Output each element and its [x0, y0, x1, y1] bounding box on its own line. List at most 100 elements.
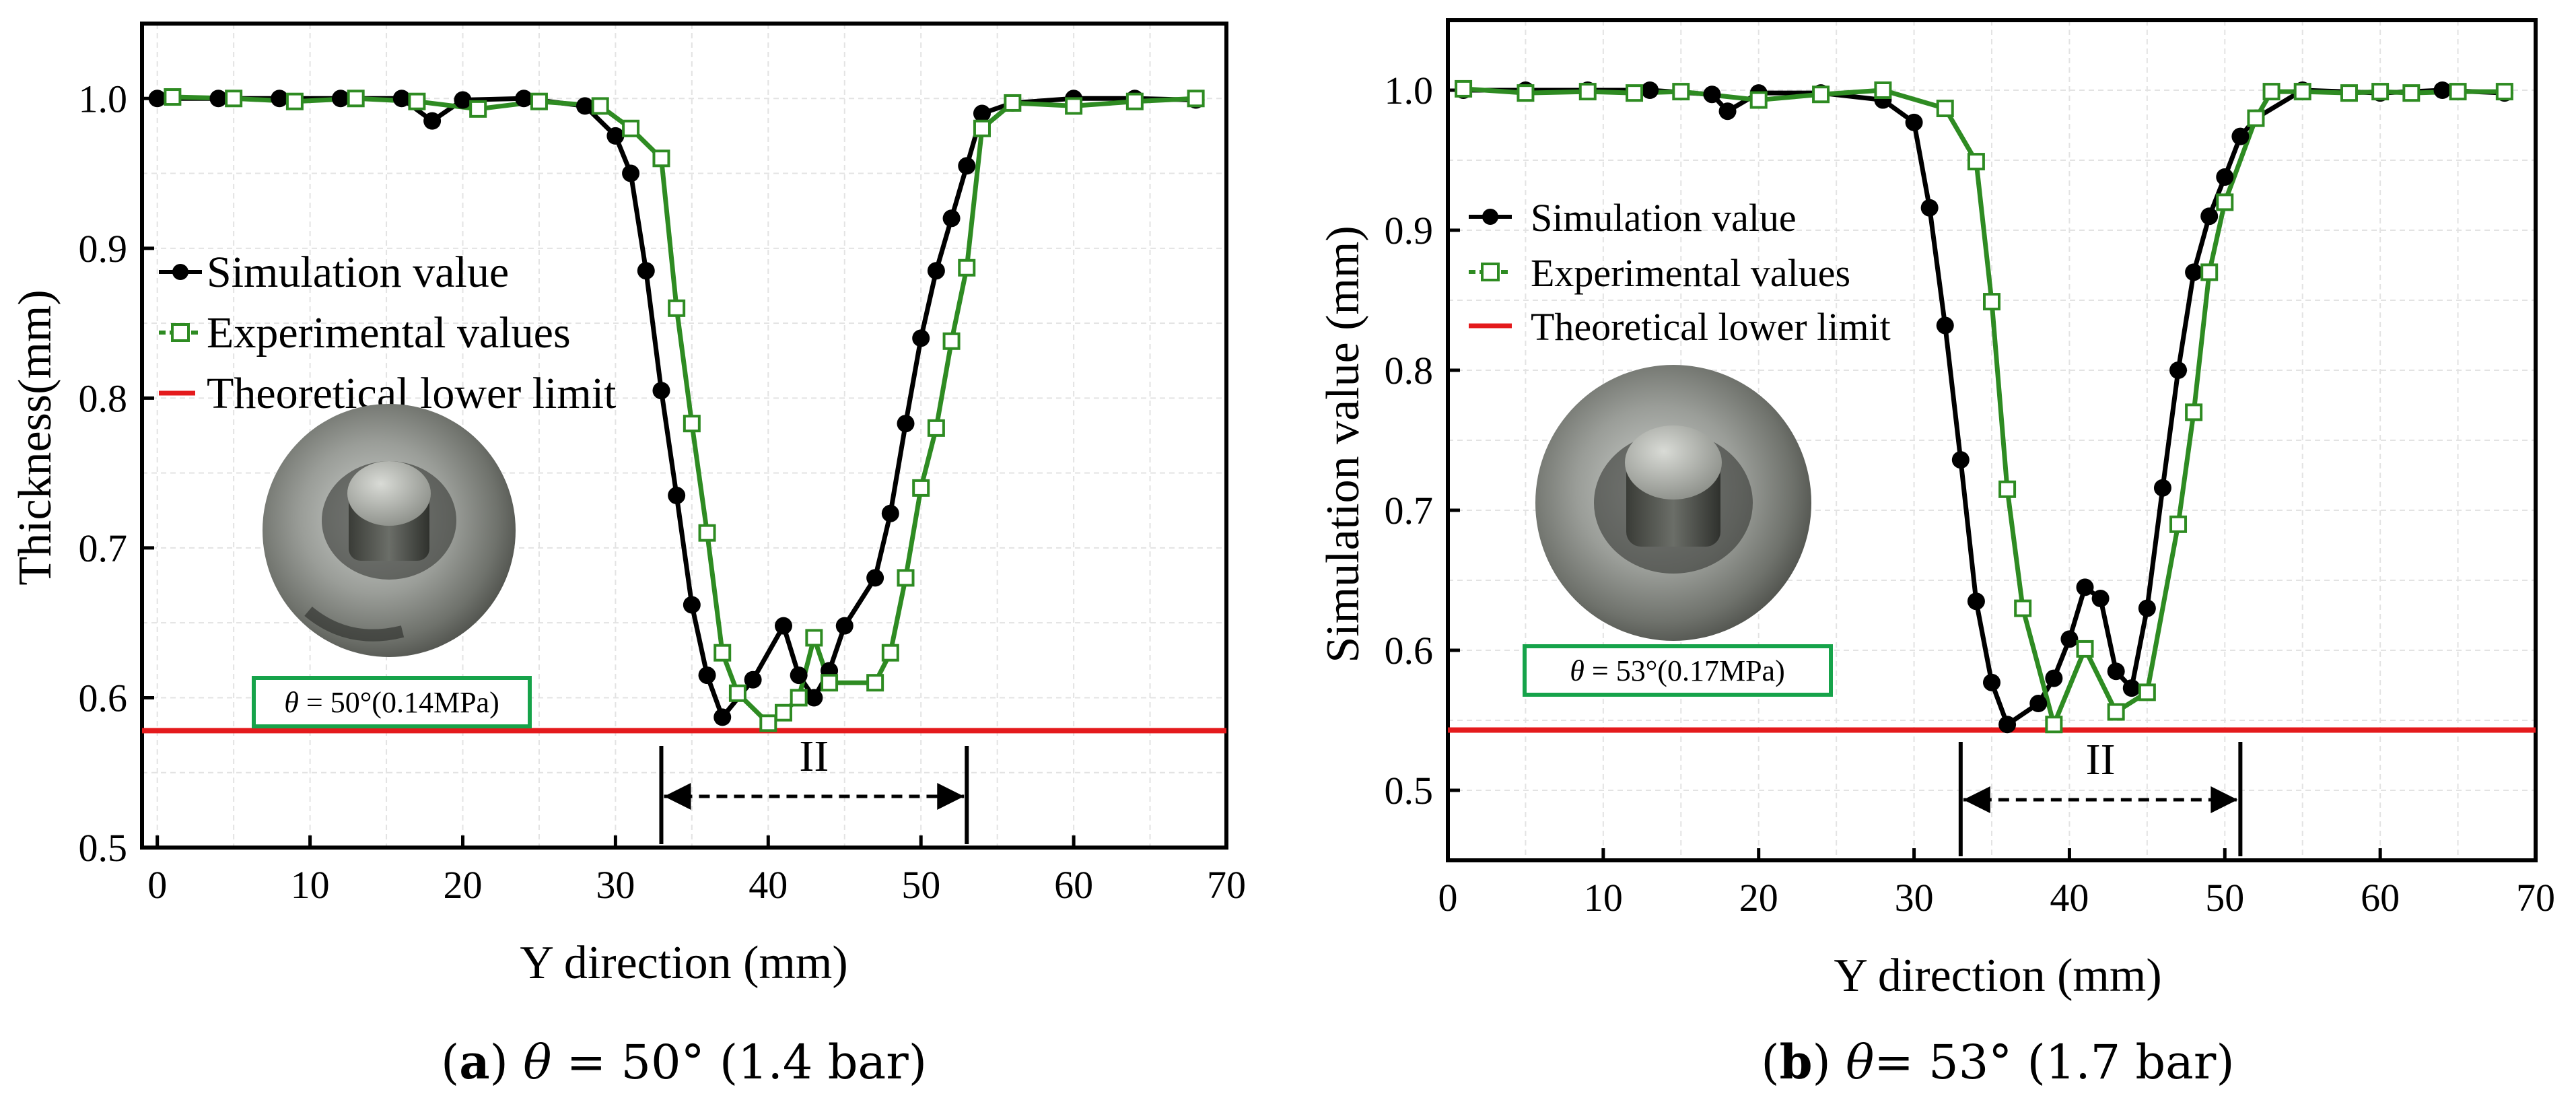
- experimental-point: [805, 629, 823, 647]
- x-tick-label: 50: [901, 863, 940, 907]
- simulation-point: [805, 689, 823, 707]
- experimental-point: [668, 299, 686, 317]
- legend-a-sim-marker: [172, 264, 188, 280]
- simulation-point: [2122, 679, 2140, 697]
- experimental-point: [1626, 84, 1644, 102]
- simulation-point: [698, 666, 716, 685]
- experimental-point: [728, 684, 746, 702]
- inset-label-a: θ = 50°(0.14MPa): [284, 686, 499, 719]
- simulation-point: [2138, 599, 2156, 617]
- experimental-point: [2185, 403, 2203, 421]
- simulation-point: [2169, 361, 2188, 379]
- experimental-point: [1812, 85, 1830, 104]
- y-tick-label: 0.5: [1385, 769, 1434, 813]
- simulation-point: [2185, 263, 2203, 281]
- experimental-point: [1455, 79, 1473, 98]
- inset-label-a-rest: = 50°(0.14MPa): [299, 686, 499, 719]
- caption-b-rest: = 53° (1.7 bar): [1874, 1035, 2234, 1090]
- simulation-point: [576, 97, 594, 115]
- x-tick-label: 60: [1054, 863, 1093, 907]
- experimental-point: [2138, 683, 2156, 701]
- x-tick-label: 10: [291, 863, 330, 907]
- experimental-point: [897, 569, 915, 587]
- y-tick-label: 0.8: [1385, 349, 1434, 392]
- simulation-point: [713, 708, 732, 726]
- experimental-point: [2169, 515, 2188, 533]
- axis-ticks-a: 0 10 20 30 40 50 60 70 0.5 0.6 0.7 0.8 0.9 1.0: [79, 77, 1247, 907]
- inset-label-a-theta: θ: [284, 686, 299, 719]
- simulation-point: [1703, 85, 1721, 104]
- legend-b-sim-label: Simulation value: [1531, 196, 1797, 240]
- simulation-point: [2045, 669, 2063, 687]
- experimental-point: [881, 644, 899, 662]
- experimental-point: [713, 644, 732, 662]
- x-axis-title-b: Y direction (mm): [1834, 950, 2161, 1002]
- inset-label-box-b: [1523, 644, 1833, 697]
- x-axis-title-a: Y direction (mm): [520, 937, 847, 989]
- x-tick-label: 70: [1207, 863, 1246, 907]
- experimental-point: [683, 415, 701, 433]
- y-tick-label: 0.6: [79, 676, 128, 720]
- zone-annotation-a: II: [659, 732, 969, 844]
- simulation-point: [683, 596, 701, 614]
- legend-a-exp-marker: [171, 323, 190, 342]
- experimental-point: [469, 100, 487, 118]
- simulation-point: [1951, 451, 1970, 469]
- legend-b-exp-marker: [1481, 263, 1500, 281]
- grid-b: [1448, 20, 2536, 860]
- caption-a-rest: = 50° (1.4 bar): [551, 1035, 927, 1090]
- experimental-point: [2449, 83, 2467, 101]
- x-tick-label: 0: [147, 863, 167, 907]
- simulation-point: [148, 90, 166, 108]
- inset-label-b-rest: = 53°(0.17MPa): [1585, 654, 1785, 687]
- zone-annotation-b: II: [1958, 735, 2243, 856]
- y-tick-label: 0.7: [79, 526, 128, 570]
- experimental-point: [347, 90, 365, 108]
- experimental-point: [973, 119, 991, 137]
- experimental-point: [2340, 84, 2358, 102]
- simulation-point: [958, 157, 976, 175]
- simulation-point: [744, 670, 762, 689]
- experimental-point: [530, 92, 548, 110]
- y-tick-label: 0.9: [79, 227, 128, 271]
- experimental-point: [1517, 84, 1535, 102]
- axis-ticks-b: 0 10 20 30 40 50 60 70 0.5 0.6 0.7 0.8 0.9 1.0: [1385, 69, 2556, 920]
- caption-a-letter: a: [459, 1034, 489, 1090]
- simulation-point: [2216, 168, 2234, 186]
- simulation-point: [1983, 673, 2000, 691]
- simulation-point: [912, 329, 930, 347]
- simulation-point: [209, 90, 228, 108]
- experimental-point: [2076, 640, 2094, 658]
- series-b: [1448, 79, 2536, 734]
- experimental-point: [1936, 100, 1954, 118]
- x-tick-label: 30: [596, 863, 635, 907]
- simulation-point: [423, 112, 442, 130]
- caption-b: (b) θ= 53° (1.7 bar): [1761, 1034, 2234, 1090]
- experimental-point: [1749, 91, 1768, 109]
- experimental-point: [2247, 109, 2265, 127]
- experimental-point: [912, 479, 930, 497]
- simulation-point: [2076, 578, 2094, 596]
- simulation-point: [606, 127, 625, 145]
- simulation-point: [2091, 590, 2110, 608]
- simulation-point: [515, 90, 533, 108]
- y-tick-label: 0.8: [79, 376, 128, 420]
- experimental-point: [1004, 94, 1022, 112]
- experimental-point: [1874, 81, 1892, 99]
- simulation-point: [271, 90, 289, 108]
- experimental-point: [2402, 84, 2421, 102]
- inset-label-b: θ = 53°(0.17MPa): [1570, 654, 1784, 687]
- x-tick-label: 40: [749, 863, 788, 907]
- legend-b-exp-label: Experimental values: [1531, 251, 1850, 295]
- experimental-point: [2495, 83, 2513, 101]
- legend-a-exp-label: Experimental values: [207, 308, 571, 357]
- experimental-point: [2371, 83, 2390, 101]
- experimental-point: [408, 92, 426, 110]
- simulation-point: [835, 617, 854, 635]
- simulation-point: [2029, 695, 2048, 713]
- simulation-point: [1998, 716, 2017, 734]
- simulation-point: [774, 617, 792, 635]
- simulation-point: [942, 209, 961, 228]
- experimental-point: [1065, 97, 1083, 115]
